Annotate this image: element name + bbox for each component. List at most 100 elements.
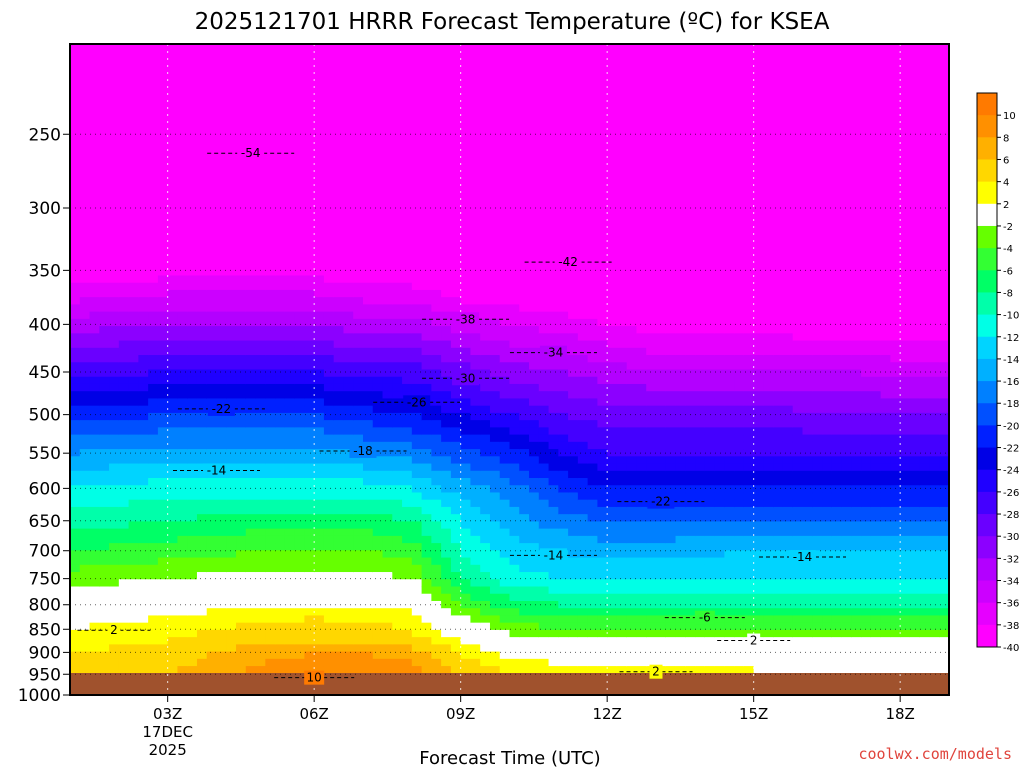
- heatmap-cell: [538, 138, 550, 146]
- heatmap-cell: [597, 398, 608, 407]
- heatmap-cell: [265, 210, 276, 219]
- heatmap-cell: [109, 383, 120, 392]
- heatmap-cell: [441, 203, 452, 211]
- heatmap-cell: [382, 521, 393, 530]
- heatmap-cell: [558, 195, 569, 204]
- heatmap-cell: [177, 239, 188, 248]
- heatmap-cell: [236, 564, 247, 573]
- heatmap-cell: [431, 470, 442, 479]
- heatmap-cell: [109, 470, 120, 479]
- heatmap-cell: [157, 456, 169, 465]
- heatmap-cell: [275, 123, 286, 132]
- heatmap-cell: [138, 224, 149, 233]
- heatmap-cell: [558, 666, 569, 674]
- heatmap-cell: [226, 138, 237, 146]
- heatmap-cell: [431, 152, 442, 161]
- heatmap-cell: [460, 383, 472, 392]
- heatmap-cell: [216, 130, 227, 139]
- heatmap-cell: [187, 188, 198, 197]
- heatmap-cell: [538, 224, 550, 233]
- heatmap-cell: [226, 80, 237, 88]
- heatmap-cell: [431, 65, 442, 74]
- heatmap-cell: [275, 145, 286, 154]
- heatmap-cell: [577, 535, 589, 544]
- heatmap-cell: [489, 44, 501, 52]
- heatmap-cell: [470, 109, 481, 117]
- heatmap-cell: [402, 44, 413, 52]
- heatmap-cell: [118, 297, 130, 305]
- heatmap-cell: [138, 608, 149, 617]
- heatmap-cell: [167, 376, 179, 385]
- heatmap-cell: [99, 268, 110, 277]
- heatmap-cell: [607, 51, 618, 60]
- heatmap-cell: [167, 123, 179, 132]
- heatmap-cell: [480, 478, 491, 486]
- heatmap-cell: [441, 116, 452, 125]
- heatmap-cell: [206, 355, 218, 363]
- heatmap-cell: [226, 615, 237, 624]
- heatmap-cell: [148, 138, 159, 146]
- heatmap-cell: [70, 383, 81, 392]
- heatmap-cell: [245, 174, 257, 183]
- heatmap-cell: [304, 224, 315, 233]
- heatmap-cell: [411, 666, 423, 674]
- heatmap-cell: [577, 174, 589, 183]
- heatmap-cell: [333, 456, 345, 465]
- heatmap-cell: [538, 282, 550, 291]
- heatmap-cell: [275, 405, 286, 414]
- heatmap-cell: [275, 181, 286, 190]
- heatmap-cell: [392, 217, 403, 226]
- heatmap-cell: [284, 658, 296, 667]
- heatmap-cell: [587, 369, 598, 378]
- heatmap-cell: [343, 478, 354, 486]
- heatmap-cell: [275, 492, 286, 501]
- heatmap-cell: [431, 340, 442, 349]
- heatmap-cell: [128, 210, 139, 219]
- heatmap-cell: [314, 289, 325, 298]
- heatmap-cell: [236, 449, 247, 457]
- heatmap-cell: [597, 87, 608, 96]
- heatmap-cell: [284, 420, 296, 428]
- heatmap-cell: [343, 514, 354, 522]
- heatmap-cell: [216, 376, 227, 385]
- heatmap-cell: [216, 116, 227, 125]
- heatmap-cell: [255, 622, 266, 631]
- heatmap-cell: [460, 145, 472, 154]
- heatmap-cell: [529, 637, 540, 645]
- heatmap-cell: [441, 543, 452, 551]
- heatmap-cell: [265, 44, 276, 52]
- heatmap-cell: [79, 369, 91, 378]
- heatmap-cell: [577, 383, 589, 392]
- heatmap-cell: [392, 376, 403, 385]
- heatmap-cell: [568, 535, 579, 544]
- heatmap-cell: [167, 174, 179, 183]
- heatmap-cell: [323, 203, 335, 211]
- heatmap-cell: [343, 130, 354, 139]
- heatmap-cell: [450, 282, 462, 291]
- heatmap-cell: [363, 608, 374, 617]
- heatmap-cell: [372, 478, 384, 486]
- heatmap-cell: [411, 499, 423, 508]
- heatmap-cell: [343, 666, 354, 674]
- heatmap-cell: [99, 87, 110, 96]
- heatmap-cell: [284, 608, 296, 617]
- heatmap-cell: [431, 412, 442, 421]
- heatmap-cell: [236, 383, 247, 392]
- heatmap-cell: [538, 362, 550, 371]
- heatmap-cell: [421, 224, 432, 233]
- heatmap-cell: [226, 369, 237, 378]
- heatmap-cell: [216, 499, 227, 508]
- heatmap-cell: [294, 369, 305, 378]
- heatmap-cell: [236, 427, 247, 436]
- heatmap-cell: [284, 362, 296, 371]
- heatmap-cell: [187, 239, 198, 248]
- heatmap-cell: [177, 44, 188, 52]
- heatmap-cell: [304, 478, 315, 486]
- heatmap-cell: [245, 210, 257, 219]
- heatmap-cell: [79, 188, 91, 197]
- heatmap-cell: [529, 608, 540, 617]
- heatmap-cell: [294, 159, 305, 168]
- heatmap-cell: [333, 275, 345, 284]
- heatmap-cell: [470, 420, 481, 428]
- heatmap-cell: [245, 369, 257, 378]
